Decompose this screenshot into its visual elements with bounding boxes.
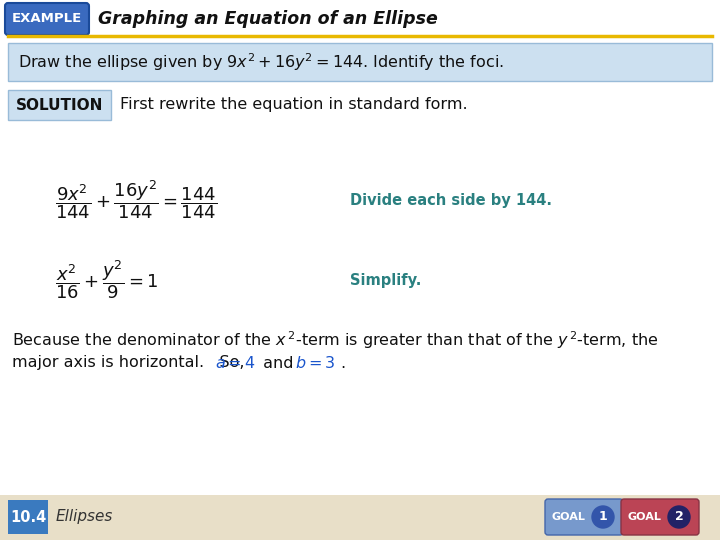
Text: GOAL: GOAL xyxy=(627,512,661,522)
Text: EXAMPLE: EXAMPLE xyxy=(12,12,82,25)
Text: $\mathit{a}=4$: $\mathit{a}=4$ xyxy=(215,355,256,371)
Bar xyxy=(0,495,720,540)
Text: SOLUTION: SOLUTION xyxy=(16,98,103,112)
Text: $\dfrac{x^2}{16} + \dfrac{y^2}{9} = 1$: $\dfrac{x^2}{16} + \dfrac{y^2}{9} = 1$ xyxy=(55,259,158,301)
FancyBboxPatch shape xyxy=(5,3,89,35)
FancyBboxPatch shape xyxy=(545,499,623,535)
Text: Divide each side by 144.: Divide each side by 144. xyxy=(350,192,552,207)
Bar xyxy=(8,500,48,534)
Text: Ellipses: Ellipses xyxy=(56,510,113,524)
Circle shape xyxy=(592,506,614,528)
Text: $\mathit{b}=3$: $\mathit{b}=3$ xyxy=(295,355,336,371)
Text: 1: 1 xyxy=(598,510,608,523)
Text: .: . xyxy=(340,355,345,370)
Text: Graphing an Equation of an Ellipse: Graphing an Equation of an Ellipse xyxy=(98,10,438,28)
Text: Because the denominator of the $x^{\,2}$-term is greater than that of the $y^{\,: Because the denominator of the $x^{\,2}$… xyxy=(12,329,659,351)
Text: Draw the ellipse given by $9x^2 + 16y^2 = 144$. Identify the foci.: Draw the ellipse given by $9x^2 + 16y^2 … xyxy=(18,51,504,73)
Text: Simplify.: Simplify. xyxy=(350,273,421,287)
Text: major axis is horizontal.   So,: major axis is horizontal. So, xyxy=(12,355,250,370)
Text: GOAL: GOAL xyxy=(551,512,585,522)
FancyBboxPatch shape xyxy=(621,499,699,535)
Text: 2: 2 xyxy=(675,510,683,523)
Text: $\dfrac{9x^2}{144} + \dfrac{16y^2}{144} = \dfrac{144}{144}$: $\dfrac{9x^2}{144} + \dfrac{16y^2}{144} … xyxy=(55,179,217,221)
Bar xyxy=(8,90,111,120)
Text: and: and xyxy=(258,355,299,370)
Bar xyxy=(8,43,712,81)
Text: 10.4: 10.4 xyxy=(10,510,46,524)
Text: First rewrite the equation in standard form.: First rewrite the equation in standard f… xyxy=(120,98,467,112)
Circle shape xyxy=(668,506,690,528)
